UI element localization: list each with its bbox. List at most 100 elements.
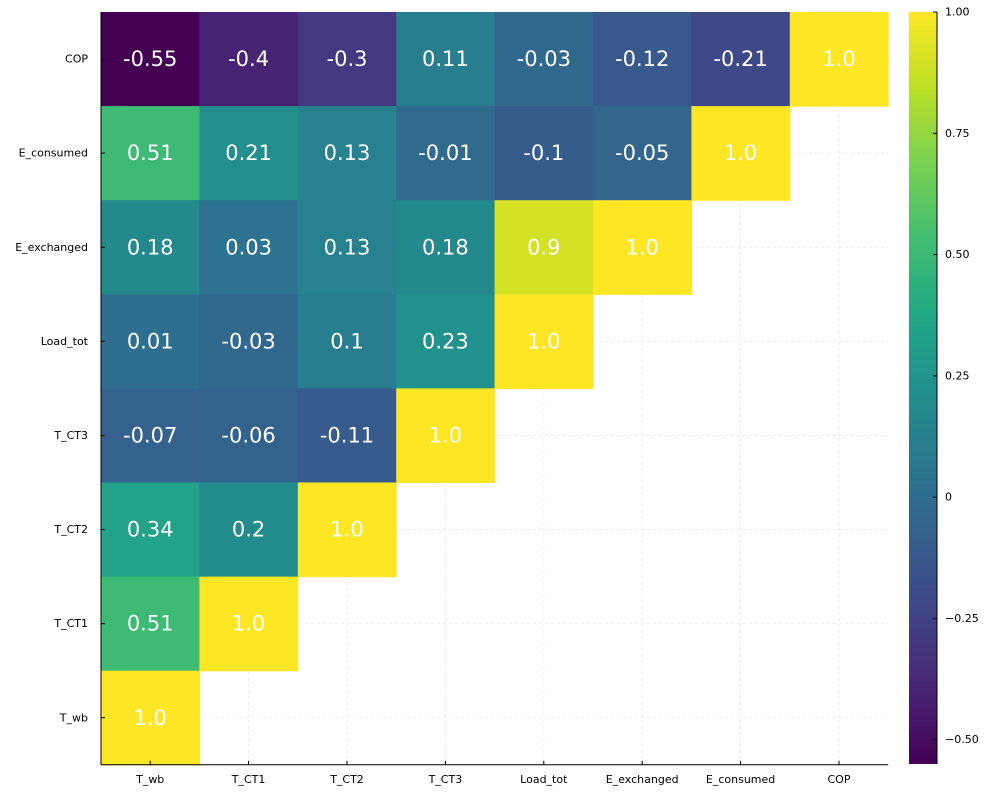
cell-value-label: 0.2	[232, 518, 265, 542]
heatmap-cell	[691, 12, 791, 107]
cell-value-label: 0.34	[127, 518, 174, 542]
heatmap-cell	[101, 670, 200, 766]
colorbar-tick-label: 0.50	[945, 248, 970, 261]
y-axis-tick-labels: T_wb T_CT1 T_CT2 T_CT3 Load_tot E_exchanged E_…	[15, 53, 105, 724]
cell-value-label: 0.21	[225, 141, 272, 165]
x-tick-label: T_CT3	[428, 773, 463, 786]
y-tick-label: COP	[65, 53, 88, 66]
heatmap-cell	[297, 482, 397, 578]
cell-value-label: 0.51	[127, 141, 174, 165]
y-tick-label: T_CT1	[53, 617, 88, 630]
heatmap-cell	[297, 12, 397, 107]
heatmap-cell	[199, 12, 299, 107]
colorbar-tick-label: 1.00	[945, 6, 970, 19]
cell-value-label: -0.55	[123, 47, 177, 71]
cell-value-label: 1.0	[822, 47, 855, 71]
heatmap-cell	[789, 12, 889, 107]
x-tick-label: E_consumed	[706, 773, 775, 786]
x-tick-label: COP	[828, 773, 851, 786]
heatmap-cell	[199, 482, 299, 578]
cell-value-label: 1.0	[527, 329, 560, 353]
cell-value-label: -0.1	[523, 141, 564, 165]
heatmap-cell	[396, 294, 496, 389]
cell-value-label: -0.03	[221, 329, 275, 353]
y-tick-label: T_CT3	[53, 429, 88, 442]
heatmap-cells	[101, 12, 889, 766]
heatmap-cell	[297, 388, 397, 484]
cell-value-label: -0.03	[517, 47, 571, 71]
colorbar-tick-label: −0.50	[945, 733, 979, 746]
heatmap-cell	[101, 12, 200, 107]
y-tick-label: T_CT2	[53, 523, 88, 536]
cell-value-label: 1.0	[625, 235, 658, 259]
heatmap-cell	[101, 388, 200, 484]
cell-value-label: 0.18	[127, 235, 174, 259]
cell-value-label: 0.01	[127, 329, 174, 353]
heatmap-cell	[101, 576, 200, 672]
heatmap-cell	[199, 106, 299, 201]
cell-value-label: -0.4	[228, 47, 269, 71]
heatmap-cell	[494, 294, 594, 389]
heatmap-cell	[494, 12, 594, 107]
y-tick-label: T_wb	[59, 711, 88, 724]
heatmap-cell	[101, 482, 200, 578]
cell-value-label: -0.3	[327, 47, 368, 71]
colorbar-tick-label: 0.75	[945, 127, 970, 140]
cell-value-label: -0.11	[320, 423, 374, 447]
cell-value-label: -0.12	[615, 47, 669, 71]
x-axis-tick-labels: T_wb T_CT1 T_CT2 T_CT3 Load_tot E_exchanged E_…	[135, 760, 851, 786]
cell-value-label: 1.0	[330, 518, 363, 542]
x-tick-label: T_CT1	[231, 773, 266, 786]
cell-value-label: 0.51	[127, 612, 174, 636]
heatmap-cell	[101, 294, 200, 389]
cell-value-label: 0.11	[422, 47, 469, 71]
cell-value-label: 0.23	[422, 329, 469, 353]
y-tick-label: E_consumed	[19, 147, 88, 160]
heatmap-cell	[101, 200, 200, 295]
heatmap-cell	[101, 106, 200, 201]
cell-value-label: 0.1	[330, 329, 363, 353]
colorbar-tick-label: 0	[945, 491, 952, 504]
cell-value-label: 0.13	[324, 235, 371, 259]
x-tick-label: T_wb	[135, 773, 164, 786]
cell-value-label: 1.0	[232, 612, 265, 636]
heatmap-cell	[297, 200, 397, 295]
heatmap-cell	[396, 388, 496, 484]
heatmap-cell	[593, 12, 692, 107]
heatmap-cell	[199, 200, 299, 295]
cell-value-label: -0.21	[713, 47, 767, 71]
heatmap-cell	[494, 106, 594, 201]
cell-value-label: 0.03	[225, 235, 272, 259]
colorbar: −0.50 −0.25 0 0.25 0.50 0.75 1.00	[909, 6, 979, 764]
x-tick-label: Load_tot	[520, 773, 568, 786]
cell-value-label: 0.18	[422, 235, 469, 259]
x-tick-label: T_CT2	[329, 773, 364, 786]
heatmap-cell	[494, 200, 594, 295]
heatmap-cell	[593, 200, 692, 295]
cell-value-label: -0.06	[221, 423, 275, 447]
heatmap-cell	[297, 294, 397, 389]
heatmap-cell	[396, 200, 496, 295]
cell-value-label: 0.13	[324, 141, 371, 165]
colorbar-gradient	[909, 12, 937, 764]
cell-value-label: 1.0	[429, 423, 462, 447]
heatmap-cell	[199, 576, 299, 672]
y-tick-label: E_exchanged	[15, 241, 88, 254]
heatmap-cell	[199, 294, 299, 389]
cell-value-label: 1.0	[133, 706, 166, 730]
cell-value-label: -0.07	[123, 423, 177, 447]
y-tick-label: Load_tot	[41, 335, 89, 348]
heatmap-cell	[396, 12, 496, 107]
cell-value-label: -0.05	[615, 141, 669, 165]
colorbar-tick-label: −0.25	[945, 612, 979, 625]
heatmap-cell	[199, 388, 299, 484]
x-tick-label: E_exchanged	[606, 773, 679, 786]
cell-value-label: -0.01	[418, 141, 472, 165]
cell-value-label: 0.9	[527, 235, 560, 259]
heatmap-cell	[297, 106, 397, 201]
colorbar-tick-label: 0.25	[945, 369, 970, 382]
cell-value-label: 1.0	[724, 141, 757, 165]
cell-value-labels: -0.55 -0.4 -0.3 0.11 -0.03 -0.12 -0.21 1.0 0.51 0…	[123, 47, 856, 730]
plot-axes	[100, 12, 889, 766]
